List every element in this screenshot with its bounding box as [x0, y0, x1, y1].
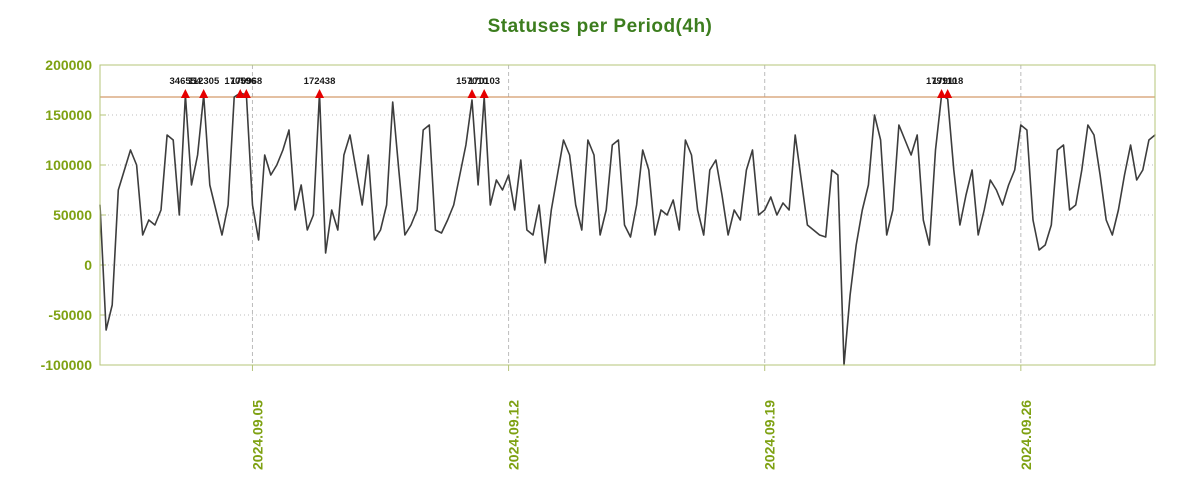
peak-value-label: 112305 [188, 76, 220, 87]
chart-frame [99, 64, 1156, 366]
peak-marker-icon [235, 89, 245, 98]
peak-marker-icon [937, 89, 947, 98]
y-tick-label: 0 [84, 257, 92, 273]
peak-marker-icon [315, 89, 325, 98]
peak-value-label: 172438 [304, 76, 336, 87]
peak-value-label: 157010 [456, 76, 488, 87]
y-tick-label: 50000 [53, 207, 92, 223]
peak-value-label: 179118 [932, 76, 963, 87]
y-tick-label: -50000 [48, 307, 92, 323]
peak-marker-icon [199, 89, 209, 98]
x-tick-label: 2024.09.26 [1018, 400, 1034, 470]
x-tick-label: 2024.09.05 [249, 400, 265, 470]
peak-value-label: 170968 [231, 76, 263, 87]
series-line [99, 92, 1156, 366]
y-tick-label: 150000 [45, 107, 92, 123]
peak-value-label: 170596 [224, 76, 256, 87]
peak-value-label: 170103 [468, 76, 500, 87]
x-tick-label: 2024.09.19 [762, 400, 778, 470]
x-tick-label: 2024.09.12 [506, 400, 522, 470]
peak-marker-icon [943, 89, 953, 98]
peak-marker-icon [467, 89, 477, 98]
y-tick-label: 200000 [45, 57, 92, 73]
y-tick-label: -100000 [41, 357, 93, 373]
chart-title: Statuses per Period(4h) [487, 16, 713, 37]
peak-value-label: 179110 [926, 76, 957, 87]
y-tick-label: 100000 [45, 157, 92, 173]
peak-marker-icon [180, 89, 190, 98]
peak-marker-icon [241, 89, 251, 98]
peak-marker-icon [479, 89, 489, 98]
peak-value-label: 346554 [170, 76, 202, 87]
